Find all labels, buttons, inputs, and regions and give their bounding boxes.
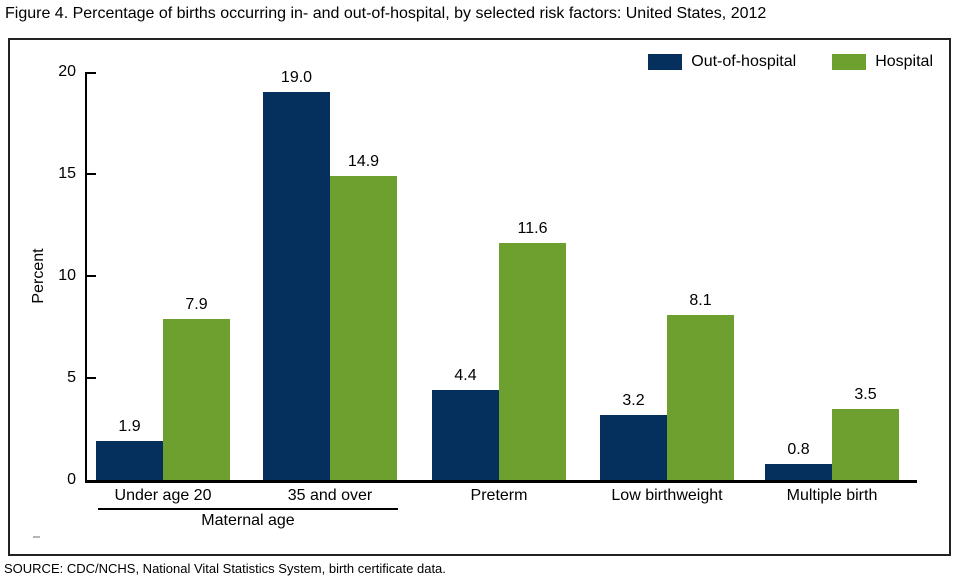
y-tick-label-5: 5: [67, 369, 76, 386]
bar-value-label-out-of-hospital-35-and-over: 19.0: [280, 69, 313, 86]
bar-out-of-hospital-35-and-over: [263, 92, 330, 480]
bar-out-of-hospital-low-birthweight: [600, 415, 667, 480]
bar-hospital-preterm: [499, 243, 566, 480]
legend-label: Hospital: [875, 53, 933, 70]
bar-out-of-hospital-multiple-birth: [765, 464, 832, 480]
x-axis-line: [85, 480, 917, 483]
x-category-label-multiple-birth: Multiple birth: [786, 487, 878, 504]
bar-value-label-hospital-35-and-over: 14.9: [347, 153, 380, 170]
legend-label: Out-of-hospital: [691, 53, 797, 70]
figure-title: Figure 4. Percentage of births occurring…: [5, 5, 767, 22]
y-tick-label-0: 0: [67, 471, 76, 488]
legend-swatch-out-of-hospital: [648, 54, 683, 70]
bar-out-of-hospital-under-age-20: [96, 441, 163, 480]
legend-swatch-hospital: [832, 54, 867, 70]
bar-hospital-35-and-over: [330, 176, 397, 480]
x-category-label-35-and-over: 35 and over: [287, 487, 373, 504]
bar-value-label-hospital-low-birthweight: 8.1: [689, 292, 712, 309]
bar-out-of-hospital-preterm: [432, 390, 499, 480]
legend-item-hospital: Hospital: [832, 54, 933, 70]
y-tick-label-10: 10: [58, 267, 76, 284]
legend: Out-of-hospital Hospital: [648, 54, 933, 70]
bar-value-label-out-of-hospital-low-birthweight: 3.2: [622, 392, 645, 409]
bar-value-label-hospital-multiple-birth: 3.5: [854, 386, 877, 403]
category-group-label: Maternal age: [201, 512, 295, 529]
x-category-label-under-age-20: Under age 20: [114, 487, 212, 504]
y-tick-label-15: 15: [58, 165, 76, 182]
y-axis-title: Percent: [30, 248, 47, 304]
y-tick-20: [87, 72, 96, 74]
bar-hospital-under-age-20: [163, 319, 230, 480]
y-tick-5: [87, 377, 96, 379]
y-tick-label-20: 20: [58, 63, 76, 80]
bar-value-label-hospital-under-age-20: 7.9: [185, 296, 208, 313]
bar-hospital-low-birthweight: [667, 315, 734, 480]
y-tick-15: [87, 173, 96, 175]
stray-mark: [33, 536, 40, 538]
bar-value-label-out-of-hospital-preterm: 4.4: [454, 367, 477, 384]
chart-area: Out-of-hospital Hospital 0 5 10 15 20 Percent 1…: [8, 38, 951, 556]
y-tick-10: [87, 275, 96, 277]
category-group-underline: [98, 508, 398, 510]
source-note: SOURCE: CDC/NCHS, National Vital Statist…: [4, 561, 446, 576]
legend-item-out-of-hospital: Out-of-hospital: [648, 54, 796, 70]
y-axis-line: [85, 72, 87, 483]
bar-hospital-multiple-birth: [832, 409, 899, 480]
x-category-label-preterm: Preterm: [470, 487, 528, 504]
bar-value-label-out-of-hospital-multiple-birth: 0.8: [787, 441, 810, 458]
x-category-label-low-birthweight: Low birthweight: [611, 487, 723, 504]
bar-value-label-out-of-hospital-under-age-20: 1.9: [118, 418, 141, 435]
bar-value-label-hospital-preterm: 11.6: [517, 220, 548, 237]
